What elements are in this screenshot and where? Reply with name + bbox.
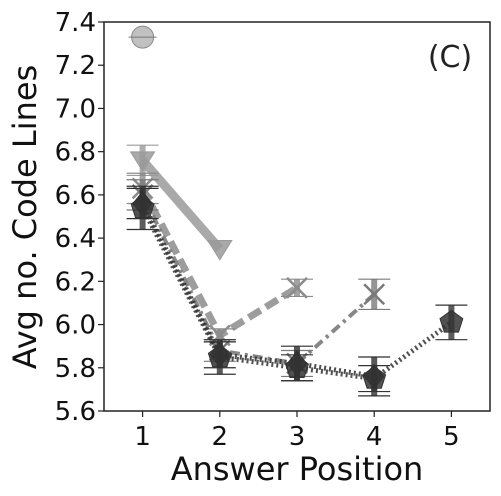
data-point — [129, 151, 156, 173]
y-tick-label: 7.2 — [55, 51, 96, 81]
y-tick-label: 6.4 — [55, 224, 96, 254]
y-tick-label: 6.6 — [55, 181, 96, 211]
y-tick-label: 7.0 — [55, 94, 96, 124]
x-tick-label: 2 — [212, 422, 229, 452]
series-5 — [126, 187, 391, 397]
data-point — [130, 195, 155, 219]
data-point — [286, 276, 308, 299]
y-tick-label: 7.4 — [55, 8, 96, 38]
y-tick-label: 5.6 — [55, 397, 96, 427]
data-point — [363, 283, 386, 306]
y-tick-label: 6.0 — [55, 311, 96, 341]
series-6 — [126, 185, 468, 393]
panel-label: (C) — [428, 40, 472, 75]
y-tick-label: 6.2 — [55, 267, 96, 297]
x-tick-label: 5 — [443, 422, 460, 452]
data-point — [362, 365, 387, 389]
x-tick-label: 4 — [366, 422, 383, 452]
y-tick-label: 6.8 — [55, 138, 96, 168]
data-point — [285, 355, 309, 378]
data-point — [206, 240, 233, 261]
series-1 — [128, 25, 157, 49]
series-2 — [126, 144, 233, 261]
x-tick-label: 1 — [134, 422, 151, 452]
x-axis-title: Answer Position — [171, 450, 424, 488]
y-tick-label: 5.8 — [55, 354, 96, 384]
data-point — [207, 344, 232, 368]
series-line — [140, 202, 375, 379]
x-tick-labels: 1 2 3 4 5 — [134, 411, 460, 452]
y-tick-labels: 5.6 5.8 6.0 6.2 6.4 6.6 6.8 7.0 7.2 7.4 — [55, 8, 104, 427]
series-line — [139, 186, 299, 339]
plot-marks — [126, 25, 468, 397]
y-axis-title: Avg no. Code Lines — [6, 65, 44, 370]
series-4 — [126, 179, 391, 378]
data-point — [439, 309, 464, 333]
series-line — [140, 194, 376, 366]
x-tick-label: 3 — [289, 422, 306, 452]
